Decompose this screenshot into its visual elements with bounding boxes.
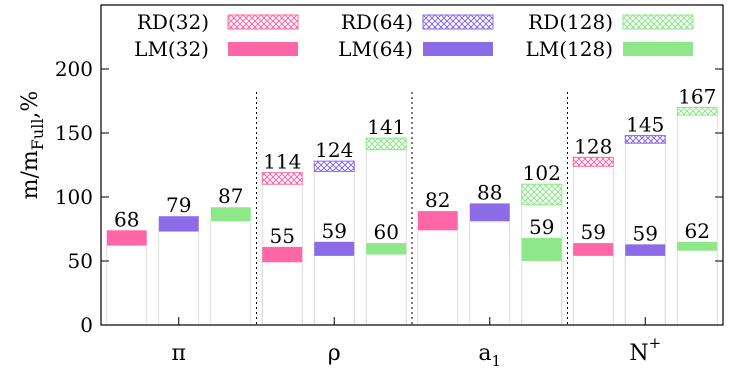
legend-swatch-lm-32 — [228, 42, 298, 56]
y-tick-label: 50 — [68, 249, 93, 273]
data-label: 141 — [367, 115, 405, 139]
bar-lm-64-n — [625, 244, 666, 256]
bar-rd-128- — [365, 137, 407, 151]
data-label: 79 — [166, 193, 191, 217]
data-label: 55 — [270, 224, 295, 248]
data-label: 114 — [263, 150, 301, 174]
data-label: 59 — [633, 221, 658, 245]
y-axis-label: m/mFull,% — [18, 91, 47, 200]
legend-swatch-lm-128 — [623, 42, 693, 56]
bar-lm-64- — [314, 241, 355, 256]
bar-lm-32- — [262, 246, 303, 263]
data-label: 167 — [678, 84, 716, 108]
data-label: 124 — [315, 138, 353, 162]
legend-label-rd-128: RD(128) — [528, 10, 613, 34]
data-label: 87 — [218, 184, 243, 208]
bars — [106, 106, 718, 263]
bar-rd-32-n — [572, 156, 614, 167]
y-tick-label: 150 — [55, 121, 93, 145]
legend-label-lm-128: LM(128) — [525, 37, 613, 61]
bar-rd-128-n — [676, 106, 718, 116]
bar-lm-128- — [210, 207, 251, 222]
legend: RD(32) RD(64) RD(128) LM(32) LM(64) LM(128) — [134, 10, 694, 61]
y-tick-label: 200 — [55, 57, 93, 81]
x-category-label: ρ — [328, 341, 341, 366]
bar-rd-128-a — [521, 183, 563, 206]
data-label: 102 — [523, 161, 561, 185]
data-label: 62 — [685, 219, 710, 243]
data-label: 128 — [574, 134, 612, 158]
x-category-label: a1 — [478, 341, 501, 370]
data-labels: 68 55 82 59 79 59 88 59 87 60 59 62 114 128 124 145 141 1… — [114, 84, 716, 248]
bar-rd-32- — [261, 172, 303, 185]
bar-lm-128- — [366, 243, 407, 255]
axes: 0 50 100 150 200 π ρ a1 N+ m/mFull,% — [18, 4, 724, 370]
legend-swatch-rd-64 — [422, 14, 494, 30]
legend-label-rd-64: RD(64) — [341, 10, 413, 34]
x-category-label: N+ — [629, 334, 661, 366]
legend-swatch-rd-32 — [227, 14, 299, 30]
data-label: 145 — [626, 113, 664, 137]
data-label: 68 — [114, 207, 139, 231]
bar-lm-32- — [106, 230, 147, 246]
data-label: 88 — [477, 180, 502, 204]
data-label: 59 — [322, 219, 347, 243]
bar-lm-32-n — [573, 243, 614, 256]
bar-lm-128-a — [521, 237, 562, 261]
bar-rd-64- — [313, 160, 355, 172]
legend-label-lm-64: LM(64) — [338, 37, 413, 61]
bar-lm-64-a — [469, 203, 510, 222]
legend-label-rd-32: RD(32) — [137, 10, 209, 34]
legend-label-lm-32: LM(32) — [134, 37, 209, 61]
bar-rd-64-n — [624, 135, 666, 144]
plot-frame — [100, 4, 724, 326]
x-category-label: π — [172, 341, 186, 366]
data-label: 59 — [529, 215, 554, 239]
legend-swatch-rd-128 — [622, 14, 694, 30]
bar-lm-32-a — [417, 211, 458, 231]
data-label: 59 — [581, 220, 606, 244]
bar-lm-64- — [158, 216, 199, 232]
y-tick-label: 100 — [55, 185, 93, 209]
data-label: 82 — [425, 188, 450, 212]
bar-lm-128-n — [677, 241, 718, 251]
legend-swatch-lm-64 — [423, 42, 493, 56]
data-label: 60 — [374, 220, 399, 244]
y-tick-label: 0 — [80, 313, 93, 337]
